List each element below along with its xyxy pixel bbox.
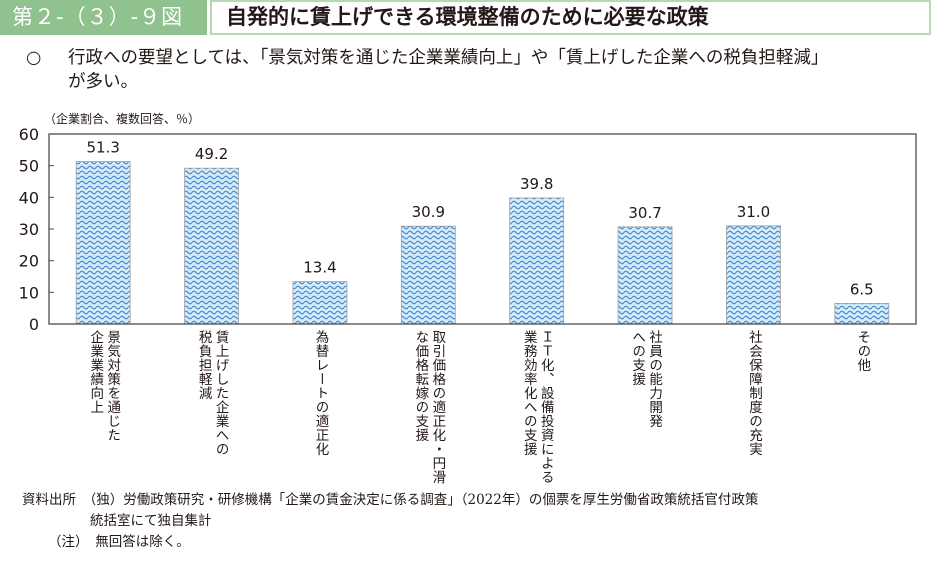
- bar-chart: 0 10 20 30 40 50 60 51.3 49.2 13.4 30.9 39.8 30.7 31…: [19, 125, 917, 334]
- x-tick-label: 賃上げした企業への 税負担軽減: [195, 330, 229, 456]
- x-tick-label: 社会保障制度の充実: [745, 330, 762, 456]
- bar: [726, 225, 781, 325]
- data-label: 31.0: [737, 203, 770, 221]
- figure-title: 自発的に賃上げできる環境整備のために必要な政策: [210, 0, 931, 35]
- y-axis-unit-label: （企業割合、複数回答、％）: [44, 112, 201, 126]
- bar: [509, 197, 565, 325]
- source-line-2: 統括室にて独自集計: [90, 513, 212, 529]
- x-tick-label: その他: [854, 330, 871, 372]
- y-tick-label: 20: [19, 252, 39, 271]
- bar: [400, 225, 456, 325]
- y-tick-label: 30: [19, 220, 39, 239]
- bar: [75, 161, 131, 325]
- bar: [617, 226, 673, 325]
- data-label: 6.5: [850, 280, 874, 298]
- x-axis-labels: 景気対策を通じた 企業業績向上 賃上げした企業への 税負担軽減 為替レートの適正化 取…: [0, 330, 933, 484]
- data-label: 30.7: [628, 204, 661, 222]
- summary-text-1: 行政への要望としては、「景気対策を通じた企業業績向上」や「賃上げした企業への税負…: [68, 48, 829, 68]
- data-label: 49.2: [195, 145, 228, 163]
- footer: 資料出所 （独）労働政策研究・研修機構「企業の賃金決定に係る調査」（2022年）…: [22, 490, 758, 553]
- data-label: 13.4: [303, 259, 336, 277]
- x-tick-label: ＩＴ化、設備投資による 業務効率化への支援: [520, 330, 554, 484]
- x-tick-label: 景気対策を通じた 企業業績向上: [87, 330, 121, 442]
- figure-number: 第２-（３）-９図: [0, 0, 207, 35]
- y-tick-label: 50: [19, 157, 39, 176]
- data-label: 39.8: [520, 175, 553, 193]
- bar: [184, 167, 239, 325]
- y-tick-label: 10: [19, 283, 39, 302]
- summary-line-2: が多い。: [68, 72, 138, 92]
- y-tick-label: 0: [29, 315, 39, 334]
- source-line-1: 資料出所 （独）労働政策研究・研修機構「企業の賃金決定に係る調査」（2022年）…: [22, 492, 759, 508]
- bars: 51.3 49.2 13.4 30.9 39.8 30.7 31.0 6.5: [75, 139, 890, 325]
- summary: ○ 行政への要望としては、「景気対策を通じた企業業績向上」や「賃上げした企業への税…: [26, 46, 926, 94]
- x-tick-label: 社員の能力開発 への支援: [629, 330, 663, 428]
- y-tick-label: 60: [19, 125, 39, 144]
- y-axis: 0 10 20 30 40 50 60: [19, 125, 54, 334]
- bar: [292, 281, 348, 325]
- data-label: 30.9: [412, 203, 445, 221]
- footnote: （注） 無回答は除く。: [48, 534, 190, 550]
- summary-line-1: ○ 行政への要望としては、「景気対策を通じた企業業績向上」や「賃上げした企業への税…: [26, 46, 926, 70]
- x-tick-label: 為替レートの適正化: [312, 330, 329, 456]
- y-tick-label: 40: [19, 188, 39, 207]
- bar: [834, 303, 890, 325]
- data-label: 51.3: [86, 139, 119, 157]
- circle-bullet-icon: ○: [26, 48, 42, 68]
- plot-frame: [48, 133, 917, 325]
- x-tick-label: 取引価格の適正化・円滑 な価格転嫁の支援: [412, 330, 446, 484]
